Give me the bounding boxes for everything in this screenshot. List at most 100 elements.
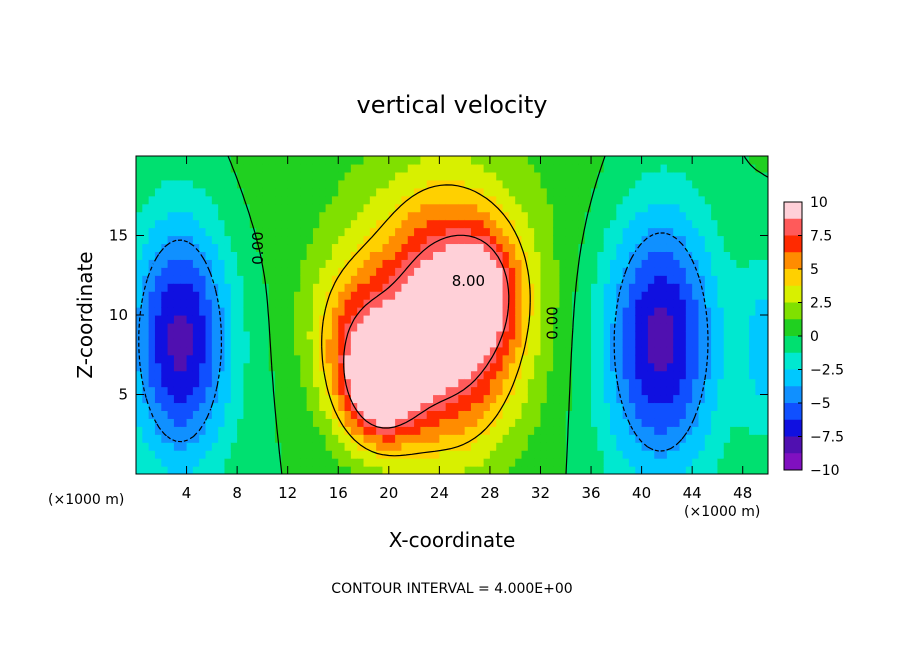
heatmap-cell [660,402,668,411]
heatmap-cell [496,394,504,404]
heatmap-cell [237,322,245,332]
heatmap-cell [508,203,516,213]
heatmap-cell [578,426,586,435]
heatmap-cell [230,259,238,268]
heatmap-cell [685,267,693,276]
heatmap-cell [698,362,706,372]
heatmap-cell [338,251,346,260]
heatmap-cell [761,322,768,332]
heatmap-cell [692,195,700,205]
heatmap-cell [350,267,358,276]
heatmap-cell [730,299,737,308]
heatmap-cell [426,410,434,419]
heatmap-cell [730,466,737,474]
heatmap-cell [218,362,226,372]
heatmap-cell [591,163,598,173]
heatmap-cell [237,354,245,364]
heatmap-cell [294,291,301,300]
heatmap-cell [331,195,339,205]
heatmap-cell [154,275,162,284]
heatmap-cell [597,299,605,308]
heatmap-cell [325,275,333,284]
heatmap-cell [660,330,668,340]
heatmap-cell [433,354,440,364]
heatmap-cell [445,426,453,435]
heatmap-cell [319,378,327,388]
heatmap-cell [635,203,643,213]
heatmap-cell [578,187,586,197]
heatmap-cell [249,410,257,419]
heatmap-cell [249,394,257,404]
heatmap-cell [230,227,238,237]
heatmap-cell [249,227,257,237]
contour-label: 0.00 [544,306,562,339]
heatmap-cell [395,195,403,205]
heatmap-cell [350,362,358,372]
heatmap-cell [445,187,453,197]
heatmap-cell [679,378,687,388]
heatmap-cell [281,179,289,189]
heatmap-cell [433,322,440,332]
heatmap-cell [527,235,535,245]
heatmap-cell [439,370,447,380]
heatmap-cell [388,346,396,356]
heatmap-cell [230,283,238,292]
heatmap-cell [749,362,756,372]
heatmap-cell [433,179,440,189]
heatmap-cell [761,315,768,324]
heatmap-cell [464,235,472,245]
heatmap-cell [553,338,561,348]
heatmap-cell [395,179,403,189]
heatmap-cell [281,195,289,205]
heatmap-cell [445,243,453,252]
heatmap-cell [755,259,763,268]
heatmap-cell [452,450,459,459]
heatmap-cell [540,219,548,229]
heatmap-cell [458,322,466,332]
heatmap-cell [647,275,655,284]
heatmap-cell [584,171,592,181]
heatmap-cell [281,187,289,197]
heatmap-cell [268,243,276,252]
x-tick-label: 48 [733,484,752,502]
heatmap-cell [205,227,213,237]
heatmap-cell [540,163,548,173]
heatmap-cell [647,219,655,229]
heatmap-cell [666,370,674,380]
heatmap-cell [736,322,744,332]
heatmap-cell [755,243,763,252]
heatmap-cell [647,346,655,356]
heatmap-cell [711,434,719,443]
heatmap-cell [344,211,352,221]
heatmap-cell [237,378,245,388]
heatmap-cell [300,402,308,411]
heatmap-cell [515,458,523,467]
heatmap-cell [565,315,573,324]
heatmap-cell [382,386,390,396]
heatmap-cell [597,418,605,427]
heatmap-cell [331,156,339,165]
heatmap-cell [281,251,289,260]
heatmap-cell [312,378,320,388]
heatmap-cell [452,299,459,308]
heatmap-cell [546,434,554,443]
heatmap-cell [142,195,150,205]
heatmap-cell [578,378,586,388]
heatmap-cell [736,203,744,213]
heatmap-cell [395,418,403,427]
heatmap-cell [534,259,542,268]
heatmap-cell [287,227,295,237]
heatmap-cell [142,458,150,467]
heatmap-cell [496,267,504,276]
heatmap-cell [262,362,270,372]
heatmap-cell [338,315,346,324]
heatmap-cell [679,410,687,419]
heatmap-cell [736,386,744,396]
heatmap-cell [578,163,586,173]
heatmap-cell [281,402,289,411]
heatmap-cell [243,179,251,189]
heatmap-cell [578,203,586,213]
heatmap-cell [275,307,282,316]
heatmap-cell [230,410,238,419]
heatmap-cell [578,370,586,380]
